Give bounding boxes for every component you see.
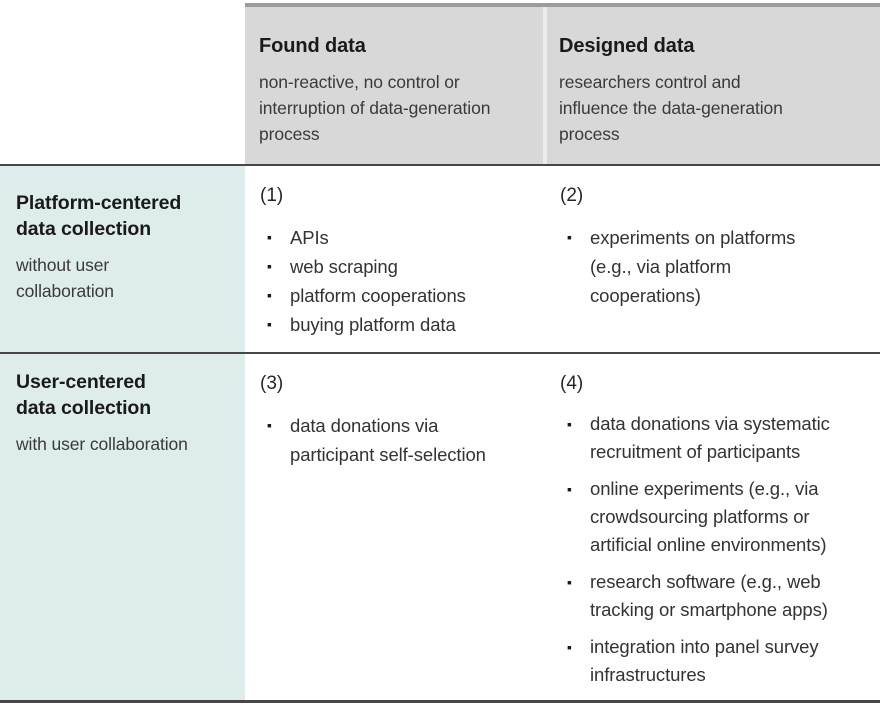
cell-3-user-found: (3) ▪ data donations via participant self… — [260, 371, 500, 469]
cell-item-list: ▪ experiments on platforms (e.g., via pla… — [560, 223, 810, 310]
cell-number: (2) — [560, 185, 584, 206]
horizontal-rule-bottom — [0, 700, 880, 703]
column-description: non-reactive, no control or interruption… — [259, 72, 491, 144]
column-title: Designed data — [559, 35, 695, 57]
row-subtitle: without user collaboration — [16, 255, 114, 301]
row-header-user-centered: User-centered data collection with user … — [16, 369, 216, 457]
column-description: researchers control and influence the da… — [559, 72, 783, 144]
bullet-icon: ▪ — [567, 574, 572, 590]
list-item: ▪ integration into panel survey infrastru… — [560, 633, 850, 689]
list-item-text: integration into panel survey infrastruc… — [590, 636, 819, 685]
list-item-text: web scraping — [290, 256, 398, 277]
bullet-icon: ▪ — [567, 416, 572, 432]
list-item: ▪ research software (e.g., web tracking o… — [560, 568, 850, 624]
list-item: ▪ buying platform data — [260, 310, 520, 339]
bullet-icon: ▪ — [567, 481, 572, 497]
bullet-icon: ▪ — [267, 287, 272, 303]
row-header-platform-centered: Platform-centered data collection withou… — [16, 190, 216, 304]
bullet-icon: ▪ — [267, 316, 272, 332]
cell-number: (4) — [560, 373, 584, 394]
bullet-icon: ▪ — [267, 229, 272, 245]
bullet-icon: ▪ — [267, 258, 272, 274]
list-item: ▪ data donations via participant self-sel… — [260, 411, 500, 469]
list-item: ▪ data donations via systematic recruitme… — [560, 410, 850, 466]
row-title: User-centered data collection — [16, 371, 152, 419]
cell-1-platform-found: (1) ▪ APIs ▪ web scraping ▪ platform cooper… — [260, 183, 520, 339]
cell-2-platform-designed: (2) ▪ experiments on platforms (e.g., via… — [560, 183, 810, 310]
list-item: ▪ online experiments (e.g., via crowdsour… — [560, 475, 850, 559]
horizontal-rule-below-header — [0, 164, 880, 166]
column-header-content: Designed data researchers control and in… — [559, 33, 804, 147]
column-header-designed-data: Designed data researchers control and in… — [547, 7, 880, 164]
column-header-content: Found data non-reactive, no control or i… — [259, 33, 531, 147]
horizontal-rule-between-rows — [0, 352, 880, 354]
cell-item-list: ▪ APIs ▪ web scraping ▪ platform cooperatio… — [260, 223, 520, 339]
list-item-text: data donations via systematic recruitmen… — [590, 413, 830, 462]
list-item-text: research software (e.g., web tracking or… — [590, 571, 828, 620]
list-item-text: data donations via participant self-sele… — [290, 415, 486, 465]
header-top-rule — [245, 3, 880, 7]
list-item: ▪ experiments on platforms (e.g., via pla… — [560, 223, 810, 310]
list-item: ▪ platform cooperations — [260, 281, 520, 310]
list-item-text: platform cooperations — [290, 285, 466, 306]
list-item: ▪ APIs — [260, 223, 520, 252]
cell-4-user-designed: (4) ▪ data donations via systematic recru… — [560, 371, 850, 689]
cell-number: (1) — [260, 185, 284, 206]
cell-item-list: ▪ data donations via participant self-sel… — [260, 411, 500, 469]
column-header-found-data: Found data non-reactive, no control or i… — [245, 7, 543, 164]
bullet-icon: ▪ — [567, 639, 572, 655]
bullet-icon: ▪ — [567, 229, 572, 245]
row-header-background — [0, 166, 245, 700]
cell-item-list: ▪ data donations via systematic recruitme… — [560, 410, 850, 689]
list-item: ▪ web scraping — [260, 252, 520, 281]
list-item-text: APIs — [290, 227, 329, 248]
row-title: Platform-centered data collection — [16, 192, 182, 240]
bullet-icon: ▪ — [267, 417, 272, 433]
list-item-text: experiments on platforms (e.g., via plat… — [590, 227, 796, 306]
list-item-text: online experiments (e.g., via crowdsourc… — [590, 478, 827, 555]
header-column-divider — [543, 7, 547, 164]
cell-number: (3) — [260, 373, 284, 394]
list-item-text: buying platform data — [290, 314, 456, 335]
column-title: Found data — [259, 35, 366, 57]
row-subtitle: with user collaboration — [16, 434, 188, 454]
